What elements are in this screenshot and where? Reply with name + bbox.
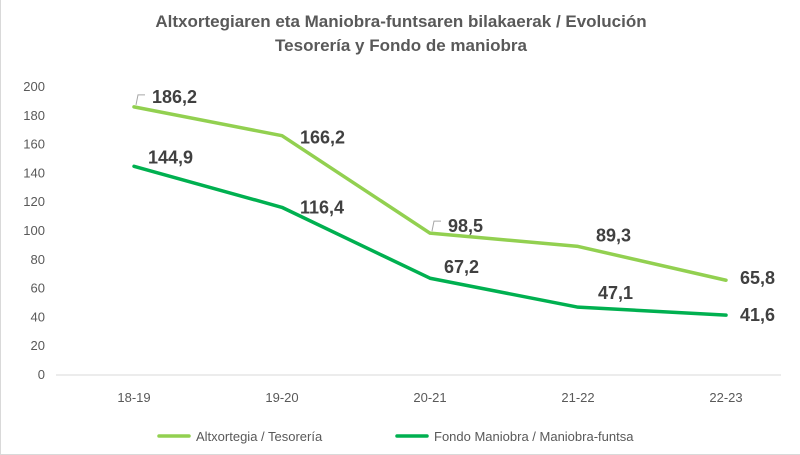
chart-title-line-2: Tesorería y Fondo de maniobra <box>275 36 527 55</box>
y-tick-label: 40 <box>31 309 45 324</box>
y-tick-label: 160 <box>23 137 45 152</box>
data-label: 47,1 <box>598 283 633 303</box>
data-label: 41,6 <box>740 305 775 325</box>
chart-title: Altxortegiaren eta Maniobra-funtsaren bi… <box>1 10 800 58</box>
y-tick-label: 200 <box>23 79 45 94</box>
label-leader-line <box>431 220 441 232</box>
y-tick-label: 20 <box>31 338 45 353</box>
series-line-2 <box>132 164 728 317</box>
chart-title-line-1: Altxortegiaren eta Maniobra-funtsaren bi… <box>155 12 647 31</box>
legend-label-1: Altxortegia / Tesorería <box>196 429 323 444</box>
x-tick-label: 22-23 <box>709 390 742 405</box>
x-tick-label: 20-21 <box>413 390 446 405</box>
data-label: 89,3 <box>596 225 631 245</box>
data-label: 166,2 <box>300 128 345 148</box>
y-tick-label: 120 <box>23 194 45 209</box>
y-tick-label: 0 <box>38 367 45 382</box>
data-label: 186,2 <box>152 87 197 107</box>
data-label: 144,9 <box>148 147 193 167</box>
x-tick-label: 19-20 <box>265 390 298 405</box>
y-tick-label: 60 <box>31 281 45 296</box>
legend-label-2: Fondo Maniobra / Maniobra-funtsa <box>434 429 634 444</box>
y-tick-label: 180 <box>23 108 45 123</box>
x-tick-label: 21-22 <box>561 390 594 405</box>
data-label: 116,4 <box>300 197 344 217</box>
y-tick-label: 80 <box>31 252 45 267</box>
data-label: 65,8 <box>740 268 775 288</box>
label-leader-line <box>135 94 145 105</box>
data-label: 67,2 <box>444 257 479 277</box>
y-tick-label: 100 <box>23 223 45 238</box>
series-line-1 <box>132 105 728 282</box>
x-tick-label: 18-19 <box>117 390 150 405</box>
y-tick-label: 140 <box>23 165 45 180</box>
data-label: 98,5 <box>448 216 483 236</box>
